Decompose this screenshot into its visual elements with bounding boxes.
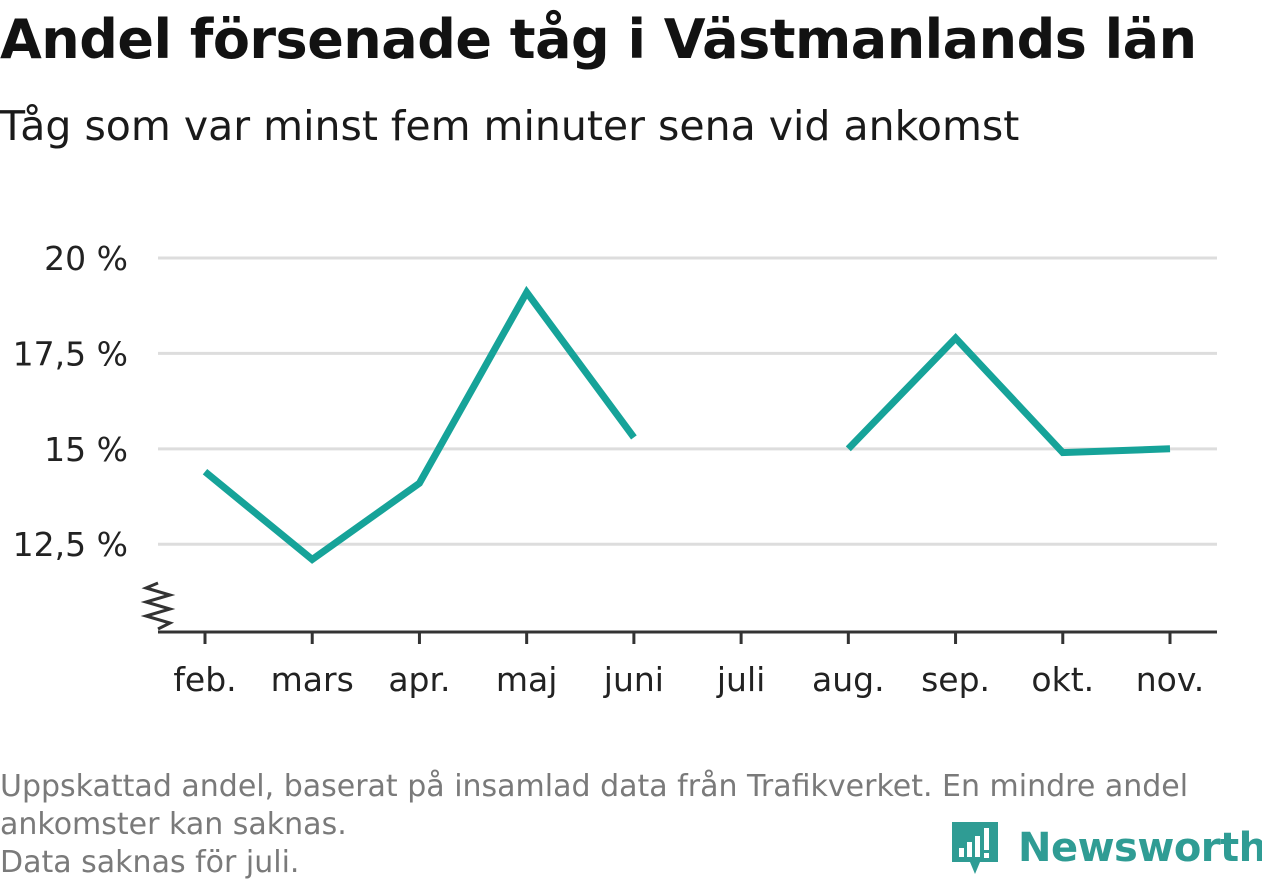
x-tick-label: juli [716,660,765,699]
y-tick-label: 20 % [44,239,128,278]
y-tick-label: 17,5 % [13,334,128,373]
x-tick-label: nov. [1136,660,1205,699]
y-tick-label: 15 % [44,430,128,469]
gridlines [158,256,1217,546]
y-tick-label: 12,5 % [13,525,128,564]
series-line-segment [845,333,1171,457]
series-line-segment [202,285,637,564]
x-tick-label: apr. [388,660,450,699]
x-tick-label: okt. [1031,660,1094,699]
series-lines [202,285,1171,564]
x-tick-label: mars [271,660,354,699]
chart-title: Andel försenade tåg i Västmanlands län [0,8,1197,71]
footnote: Uppskattad andel, baserat på insamlad da… [0,768,1262,882]
chart-subtitle: Tåg som var minst fem minuter sena vid a… [0,102,1020,150]
y-axis-tick-labels: 12,5 % 15 % 17,5 % 20 % [13,239,128,564]
footnote-line-2: ankomster kan saknas. [0,807,347,842]
x-tick-label: sep. [921,660,990,699]
footnote-line-3: Data saknas för juli. [0,845,300,880]
x-axis: feb. mars apr. maj juni juli aug. sep. okt. nov. [140,581,1217,699]
x-tick-label: maj [496,660,558,699]
axis-break-icon [140,581,176,631]
x-tick-label: feb. [173,660,236,699]
line-chart: 12,5 % 15 % 17,5 % 20 % feb. mars apr. maj juni… [13,239,1217,699]
brand-name: Newsworthy [1018,825,1262,871]
x-tick-label: aug. [812,660,885,699]
footnote-line-1: Uppskattad andel, baserat på insamlad da… [0,769,1189,804]
brand-logo: Newsworthy [950,818,1262,878]
x-tick-label: juni [603,660,664,699]
newsworthy-logo-icon [952,822,998,874]
